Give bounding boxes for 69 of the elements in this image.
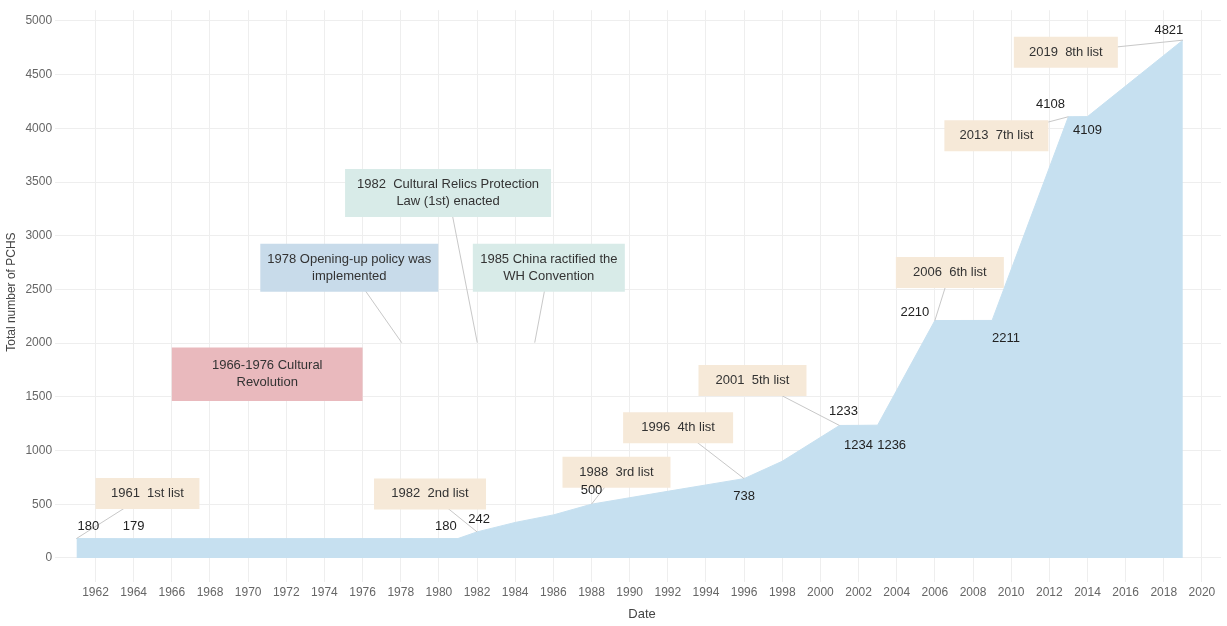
x-tick-label: 2020	[1188, 584, 1216, 599]
y-tick-label: 3000	[25, 228, 53, 243]
x-tick-label: 1976	[349, 584, 377, 599]
y-tick-label: 0	[45, 550, 53, 565]
band-label: 1966-1976 Cultural Revolution	[211, 357, 323, 390]
x-tick-label: 1974	[311, 584, 339, 599]
annotation: 1996 4th list	[641, 419, 716, 435]
annotation: 2001 5th list	[715, 372, 790, 388]
y-tick-label: 1500	[25, 389, 53, 404]
data-label: 1233	[829, 403, 858, 419]
x-tick-label: 2002	[845, 584, 873, 599]
x-tick-label: 1986	[539, 584, 568, 599]
data-label: 2211	[992, 330, 1021, 346]
x-tick-label: 1984	[501, 584, 529, 599]
data-label: 1234	[844, 436, 874, 452]
y-tick-label: 2500	[25, 281, 53, 296]
x-tick-label: 1982	[463, 584, 491, 599]
y-axis-title: Total number of PCHS	[3, 232, 18, 352]
x-tick-label: 2018	[1150, 584, 1178, 599]
data-label: 180	[77, 518, 100, 534]
data-label: 180	[435, 518, 457, 534]
x-tick-label: 2000	[807, 584, 835, 599]
y-tick-label: 3500	[25, 174, 53, 189]
y-tick-label: 4500	[25, 66, 53, 81]
y-tick-label: 2000	[25, 335, 53, 350]
data-label: 179	[122, 518, 145, 534]
annotation: 1982 Cultural Relics Protection Law (1st) enacted	[357, 176, 540, 209]
x-tick-label: 1968	[196, 584, 224, 599]
x-tick-label: 1992	[654, 584, 682, 599]
x-tick-label: 2006	[921, 584, 949, 599]
x-tick-label: 1994	[692, 584, 720, 599]
x-tick-label: 2012	[1035, 584, 1063, 599]
x-tick-label: 1962	[82, 584, 110, 599]
x-tick-label: 1988	[578, 584, 606, 599]
data-label: 4109	[1073, 122, 1102, 138]
y-tick-label: 5000	[25, 13, 53, 28]
annotation: 1982 2nd list	[391, 485, 470, 501]
x-tick-label: 1980	[425, 584, 453, 599]
x-axis-title: Date	[628, 605, 656, 621]
x-tick-label: 1964	[120, 584, 148, 599]
x-tick-label: 1978	[387, 584, 415, 599]
x-tick-label: 1972	[272, 584, 300, 599]
annotation: 1988 3rd list	[579, 463, 655, 479]
data-label: 500	[580, 481, 603, 497]
data-label: 738	[733, 488, 755, 504]
x-tick-label: 1966	[158, 584, 186, 599]
y-tick-label: 4000	[25, 120, 53, 135]
data-label: 4108	[1035, 96, 1065, 112]
data-label: 242	[468, 511, 490, 527]
y-tick-label: 1000	[25, 442, 53, 457]
x-tick-label: 2014	[1074, 584, 1102, 599]
annotation: 2019 8th list	[1028, 43, 1104, 59]
x-tick-label: 2016	[1112, 584, 1140, 599]
x-tick-label: 1996	[730, 584, 758, 599]
x-tick-label: 1990	[616, 584, 644, 599]
data-label: 2210	[900, 304, 930, 320]
x-tick-label: 2008	[959, 584, 987, 599]
annotation: 1978 Opening-up policy was implemented	[267, 250, 432, 283]
x-tick-label: 1998	[768, 584, 796, 599]
annotation: 2013 7th list	[959, 127, 1034, 143]
x-tick-label: 2010	[997, 584, 1025, 599]
data-label: 1236	[877, 436, 907, 452]
x-tick-label: 1970	[234, 584, 262, 599]
data-label: 4821	[1154, 21, 1184, 37]
annotation: 1961 1st list	[110, 485, 185, 501]
x-tick-label: 2004	[883, 584, 911, 599]
annotation: 2006 6th list	[913, 264, 988, 280]
annotation: 1985 China ractified the WH Convention	[480, 250, 618, 283]
y-tick-label: 500	[32, 496, 53, 511]
